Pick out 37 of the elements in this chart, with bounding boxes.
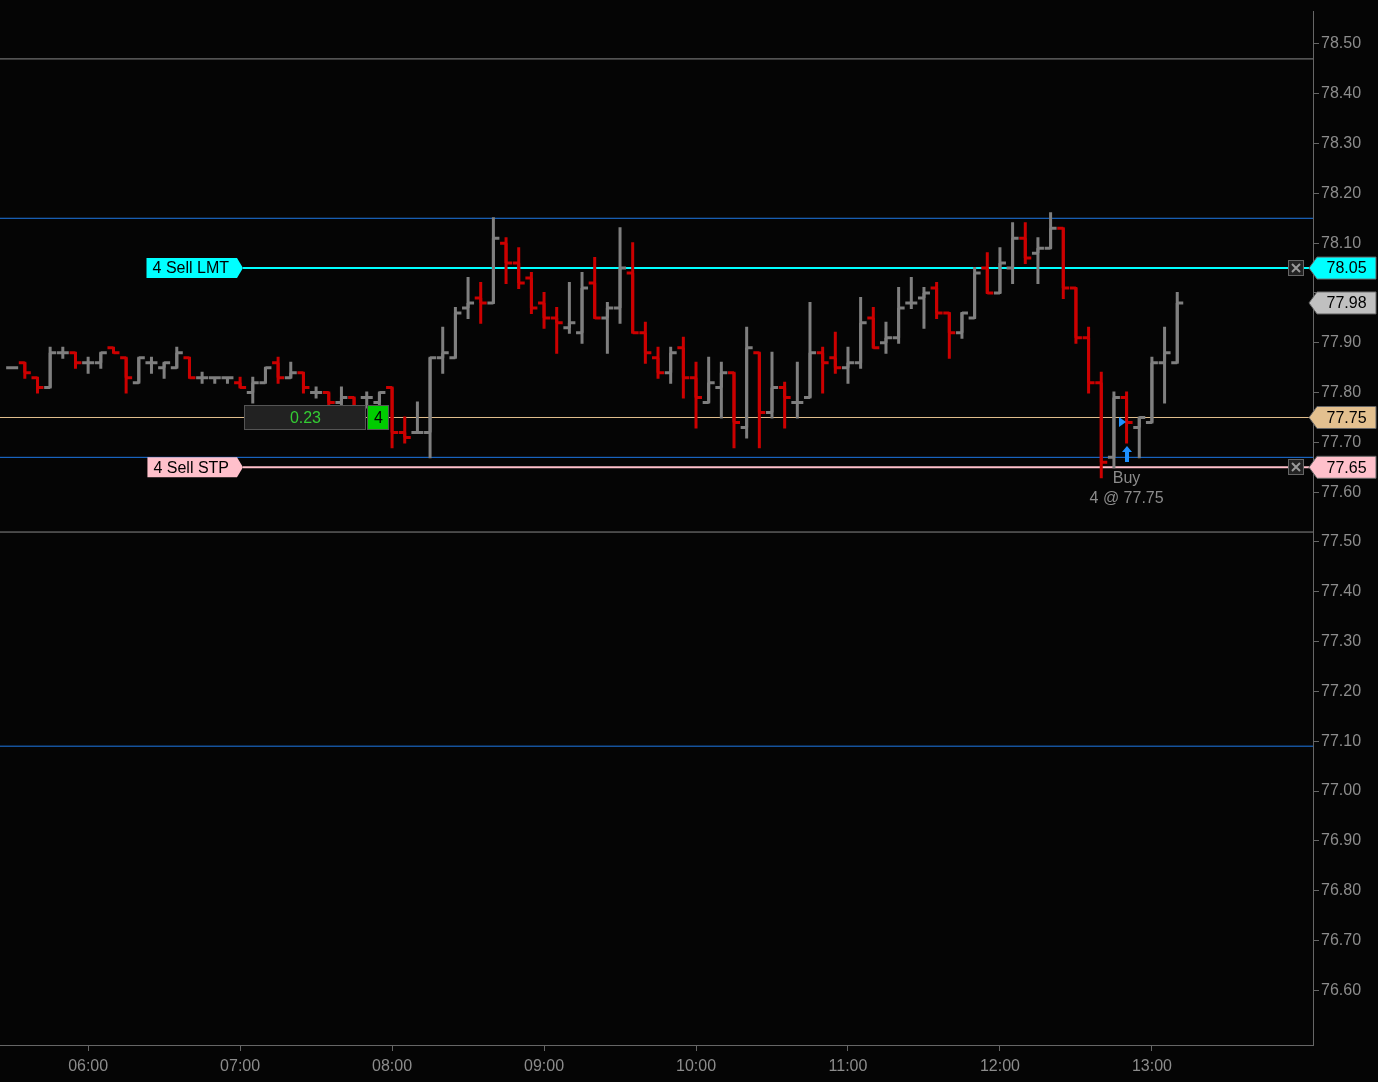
y-tick-label: 76.70 <box>1321 930 1362 948</box>
text-box: 0.23 <box>244 405 367 431</box>
y-tick-label: 77.10 <box>1321 731 1362 749</box>
y-tick-label: 77.00 <box>1321 781 1362 799</box>
y-tick-label: 77.60 <box>1321 482 1362 500</box>
ref-line-label: 4 Sell LMT <box>152 259 230 277</box>
y-tick-label: 76.80 <box>1321 881 1362 899</box>
y-tick-label: 76.60 <box>1321 980 1362 998</box>
text: 78.05 <box>1326 259 1367 277</box>
x-tick-label: 07:00 <box>220 1057 261 1075</box>
y-tick-label: 77.80 <box>1321 382 1362 400</box>
x-tick-label: 11:00 <box>828 1057 868 1075</box>
annotation: Buy <box>1112 468 1141 486</box>
x-tick-label: 13:00 <box>1131 1057 1173 1075</box>
text: 77.98 <box>1326 294 1367 312</box>
y-tick-label: 78.10 <box>1321 233 1362 251</box>
y-tick-label: 77.30 <box>1321 632 1362 650</box>
x-tick-label: 09:00 <box>524 1057 565 1075</box>
y-tick-label: 78.20 <box>1321 183 1362 201</box>
y-tick-label: 78.40 <box>1321 84 1362 102</box>
y-tick-label: 78.30 <box>1321 133 1362 151</box>
text-box: 4 <box>367 405 390 431</box>
y-tick-label: 77.20 <box>1321 681 1362 699</box>
y-tick-label: 77.50 <box>1321 532 1362 550</box>
y-tick-label: 77.90 <box>1321 333 1362 351</box>
x-tick-label: 08:00 <box>372 1057 413 1075</box>
x-tick-label: 10:00 <box>675 1057 717 1075</box>
annotation: 4 @ 77.75 <box>1089 488 1164 506</box>
x-tick-label: 12:00 <box>979 1057 1021 1075</box>
y-tick-label: 77.40 <box>1321 582 1362 600</box>
x-tick-label: 06:00 <box>68 1057 109 1075</box>
text: 77.75 <box>1326 408 1367 426</box>
ref-line-label: 4 Sell STP <box>153 458 230 476</box>
y-tick-label: 78.50 <box>1321 34 1362 52</box>
y-tick-label: 77.70 <box>1321 432 1362 450</box>
y-tick-label: 76.90 <box>1321 831 1362 849</box>
text: 77.65 <box>1326 458 1367 476</box>
